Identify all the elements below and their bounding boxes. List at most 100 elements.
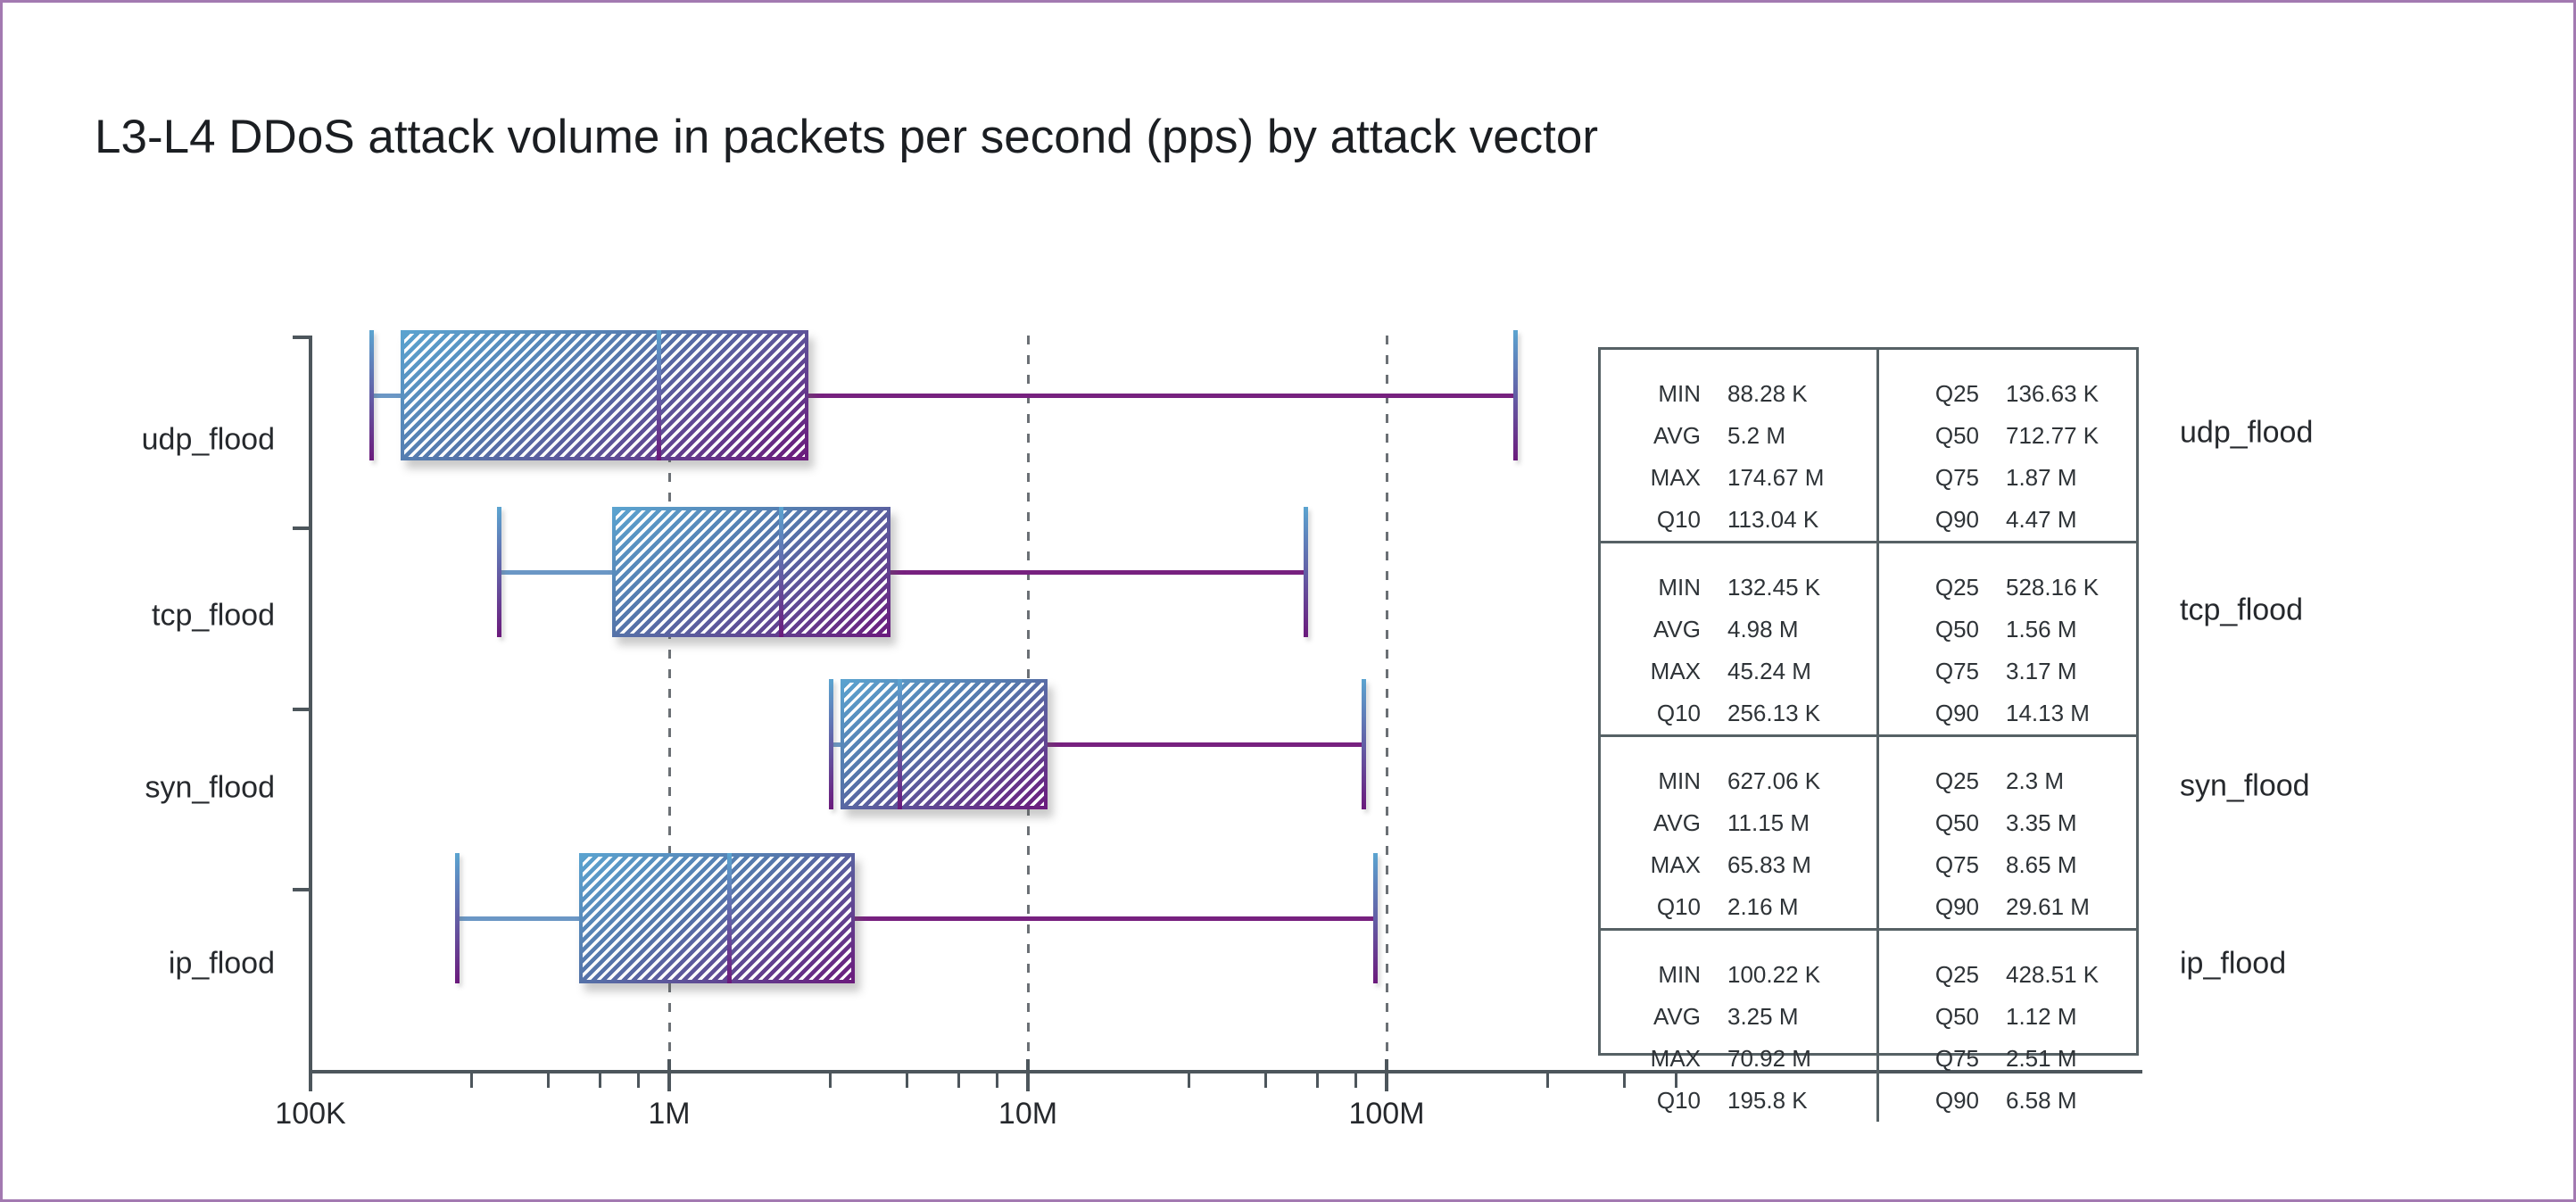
x-minor-tick-640000000 <box>1675 1074 1678 1088</box>
stat-line-udp_flood-Q75: Q75 1.87 M <box>1879 457 2136 499</box>
stat-key: Q90 <box>1934 506 1979 533</box>
stats-row-udp_flood: MIN 88.28 K AVG 5.2 M MAX 174.67 M Q10 113.04 K… <box>1601 350 2136 541</box>
stat-value: 174.67 M <box>1727 464 1825 491</box>
stat-line-syn_flood-Q90: Q90 29.61 M <box>1879 886 2136 928</box>
gridline-100000000 <box>1386 336 1388 1070</box>
stat-value: 627.06 K <box>1727 767 1821 794</box>
x-tick-label-10M: 10M <box>998 1097 1058 1131</box>
whisker-line-high-udp_flood <box>808 394 1516 398</box>
box-ip_flood <box>579 853 855 983</box>
stat-key: MIN <box>1658 380 1701 407</box>
x-minor-tick-82000000 <box>1354 1074 1358 1088</box>
stats-table: MIN 88.28 K AVG 5.2 M MAX 174.67 M Q10 113.04 K… <box>1598 347 2139 1122</box>
stat-key: MIN <box>1658 767 1701 794</box>
category-label-right-syn_flood: syn_flood <box>2180 768 2310 803</box>
y-axis-tick-0 <box>293 336 312 339</box>
y-axis <box>309 336 312 1074</box>
x-minor-tick-640000 <box>599 1074 602 1088</box>
stat-value: 29.61 M <box>2006 893 2090 920</box>
x-minor-tick-280000000 <box>1545 1074 1549 1088</box>
category-label-right-tcp_flood: tcp_flood <box>2180 593 2303 627</box>
stat-line-udp_flood-Q90: Q90 4.47 M <box>1879 499 2136 541</box>
box-syn_flood <box>841 679 1048 809</box>
stats-cell-ip_flood-col1: MIN 100.22 K AVG 3.25 M MAX 70.92 M Q10 195.8 K <box>1601 931 1879 1122</box>
stat-key: MAX <box>1650 1045 1701 1072</box>
stat-line-tcp_flood-MAX: MAX 45.24 M <box>1601 651 1876 692</box>
stat-line-udp_flood-MIN: MIN 88.28 K <box>1601 373 1876 415</box>
stats-cell-udp_flood-col2: Q25 136.63 K Q50 712.77 K Q75 1.87 M Q90 4.47 M <box>1879 350 2136 541</box>
whisker-cap-low-udp_flood <box>369 330 375 460</box>
stat-value: 8.65 M <box>2006 851 2077 878</box>
x-minor-tick-460000 <box>547 1074 551 1088</box>
whisker-cap-low-syn_flood <box>829 679 834 809</box>
stat-value: 2.16 M <box>1727 893 1799 920</box>
stat-value: 195.8 K <box>1727 1087 1808 1114</box>
box-tcp_flood <box>611 507 891 637</box>
x-tick-label-1M: 1M <box>648 1097 691 1131</box>
stat-key: Q10 <box>1656 700 1701 726</box>
stat-line-syn_flood-Q10: Q10 2.16 M <box>1601 886 1876 928</box>
stat-key: Q10 <box>1656 506 1701 533</box>
x-major-tick-100M <box>1385 1059 1388 1091</box>
whisker-cap-high-syn_flood <box>1362 679 1366 809</box>
stats-row-ip_flood: MIN 100.22 K AVG 3.25 M MAX 70.92 M Q10 195.8 K… <box>1601 928 2136 1122</box>
stat-line-ip_flood-Q25: Q25 428.51 K <box>1879 954 2136 996</box>
stat-value: 1.56 M <box>2006 616 2077 642</box>
stat-line-tcp_flood-MIN: MIN 132.45 K <box>1601 567 1876 609</box>
stat-value: 45.24 M <box>1727 658 1811 684</box>
x-major-tick-100K <box>309 1059 312 1091</box>
stat-key: Q75 <box>1934 1045 1979 1072</box>
stat-key: MIN <box>1658 574 1701 601</box>
stat-value: 88.28 K <box>1727 380 1808 407</box>
whisker-cap-high-tcp_flood <box>1303 507 1308 637</box>
category-label-left-udp_flood: udp_flood <box>141 422 275 457</box>
x-axis <box>309 1070 2142 1074</box>
whisker-line-low-ip_flood <box>457 916 580 921</box>
stat-value: 3.17 M <box>2006 658 2077 684</box>
x-minor-tick-280000 <box>469 1074 473 1088</box>
stat-key: MIN <box>1658 961 1701 988</box>
x-tick-label-100K: 100K <box>275 1097 346 1131</box>
stat-line-tcp_flood-Q75: Q75 3.17 M <box>1879 651 2136 692</box>
whisker-line-low-tcp_flood <box>499 570 612 575</box>
stat-value: 4.98 M <box>1727 616 1799 642</box>
median-line-ip_flood <box>726 853 732 983</box>
stats-cell-ip_flood-col2: Q25 428.51 K Q50 1.12 M Q75 2.51 M Q90 6.58 M <box>1879 931 2136 1122</box>
stat-value: 712.77 K <box>2006 422 2100 449</box>
x-minor-tick-8200000 <box>996 1074 999 1088</box>
stat-value: 256.13 K <box>1727 700 1821 726</box>
x-minor-tick-460000000 <box>1623 1074 1627 1088</box>
stat-key: MAX <box>1650 464 1701 491</box>
stat-line-ip_flood-MAX: MAX 70.92 M <box>1601 1038 1876 1080</box>
stats-row-syn_flood: MIN 627.06 K AVG 11.15 M MAX 65.83 M Q10 2.16 M… <box>1601 734 2136 928</box>
stat-value: 6.58 M <box>2006 1087 2077 1114</box>
stat-line-udp_flood-MAX: MAX 174.67 M <box>1601 457 1876 499</box>
stat-value: 2.3 M <box>2006 767 2065 794</box>
stat-key: MAX <box>1650 658 1701 684</box>
whisker-line-low-syn_flood <box>831 742 841 747</box>
stat-line-tcp_flood-Q90: Q90 14.13 M <box>1879 692 2136 734</box>
stat-value: 1.87 M <box>2006 464 2077 491</box>
stat-key: Q50 <box>1934 616 1979 642</box>
stat-line-syn_flood-Q75: Q75 8.65 M <box>1879 844 2136 886</box>
x-minor-tick-820000 <box>637 1074 641 1088</box>
box-hatch-ip_flood <box>583 857 851 980</box>
y-axis-tick-1 <box>293 526 312 530</box>
stat-key: AVG <box>1653 1003 1701 1030</box>
category-label-left-syn_flood: syn_flood <box>145 770 275 805</box>
stat-line-syn_flood-MAX: MAX 65.83 M <box>1601 844 1876 886</box>
box-udp_flood <box>401 330 809 460</box>
gridline-1000000 <box>668 336 671 1070</box>
x-minor-tick-28000000 <box>1187 1074 1190 1088</box>
chart-title: L3-L4 DDoS attack volume in packets per … <box>95 111 1599 163</box>
median-line-udp_flood <box>656 330 661 460</box>
whisker-cap-low-ip_flood <box>455 853 460 983</box>
stat-value: 11.15 M <box>1727 809 1810 836</box>
stat-line-tcp_flood-Q25: Q25 528.16 K <box>1879 567 2136 609</box>
stat-value: 136.63 K <box>2006 380 2100 407</box>
stat-key: Q25 <box>1934 380 1979 407</box>
stats-cell-syn_flood-col2: Q25 2.3 M Q50 3.35 M Q75 8.65 M Q90 29.61 M <box>1879 737 2136 928</box>
x-minor-tick-4600000 <box>906 1074 909 1088</box>
median-line-tcp_flood <box>778 507 783 637</box>
stat-value: 1.12 M <box>2006 1003 2077 1030</box>
